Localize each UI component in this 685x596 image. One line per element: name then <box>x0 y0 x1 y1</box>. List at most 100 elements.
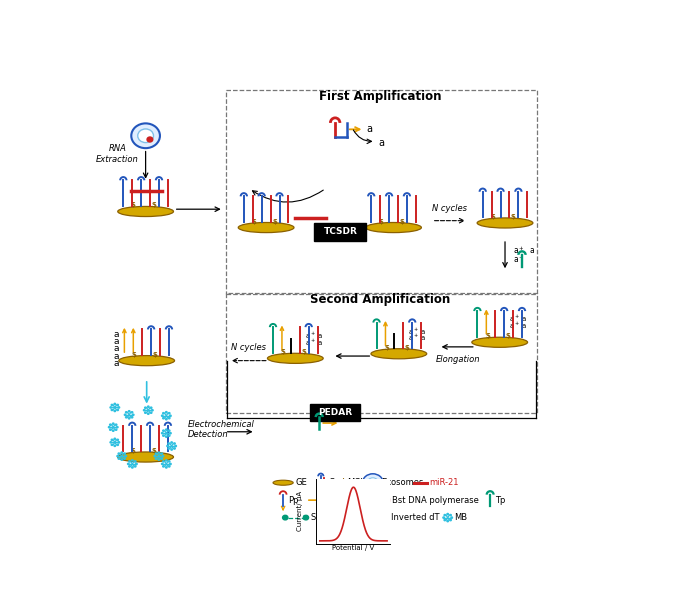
Text: $: $ <box>339 478 346 488</box>
Circle shape <box>132 460 133 461</box>
Text: Electrochemical
Detection: Electrochemical Detection <box>188 420 254 439</box>
Circle shape <box>125 455 127 457</box>
Circle shape <box>117 404 119 406</box>
Circle shape <box>376 494 390 506</box>
Circle shape <box>147 406 149 407</box>
Circle shape <box>132 417 133 418</box>
Text: $: $ <box>131 203 136 209</box>
Circle shape <box>114 438 116 439</box>
Text: Pp: Pp <box>288 496 299 505</box>
Ellipse shape <box>118 452 173 462</box>
Circle shape <box>115 429 117 430</box>
Circle shape <box>134 461 136 462</box>
Circle shape <box>117 455 119 457</box>
Text: $: $ <box>511 214 516 220</box>
Circle shape <box>129 461 130 462</box>
Circle shape <box>114 403 116 405</box>
Circle shape <box>168 443 169 444</box>
Circle shape <box>303 516 308 520</box>
Circle shape <box>143 409 145 411</box>
Text: Elongation: Elongation <box>436 355 481 364</box>
Text: $: $ <box>405 344 410 350</box>
Circle shape <box>145 407 146 408</box>
Circle shape <box>121 459 123 460</box>
Circle shape <box>171 442 173 443</box>
Circle shape <box>147 137 153 142</box>
Circle shape <box>169 435 170 436</box>
Ellipse shape <box>118 206 173 216</box>
Circle shape <box>125 414 126 415</box>
Circle shape <box>112 430 114 432</box>
Text: a: a <box>366 124 373 134</box>
Circle shape <box>114 410 116 412</box>
Circle shape <box>167 445 169 446</box>
Text: MB: MB <box>454 513 467 522</box>
Text: $: $ <box>132 352 137 358</box>
Circle shape <box>118 442 120 443</box>
Circle shape <box>117 444 119 445</box>
Text: a$^+$ a: a$^+$ a <box>408 327 427 337</box>
Text: $: $ <box>399 219 404 225</box>
Circle shape <box>367 478 379 488</box>
Circle shape <box>116 427 118 428</box>
Circle shape <box>163 430 164 432</box>
Text: Bst DNA polymerase: Bst DNA polymerase <box>392 496 479 505</box>
Circle shape <box>362 474 383 492</box>
Circle shape <box>110 429 111 430</box>
Circle shape <box>158 452 160 453</box>
Text: $: $ <box>485 333 490 339</box>
Circle shape <box>174 448 175 449</box>
Circle shape <box>121 452 123 453</box>
Circle shape <box>111 409 113 411</box>
Text: $: $ <box>379 219 384 225</box>
Circle shape <box>451 517 453 519</box>
Circle shape <box>154 455 155 457</box>
Circle shape <box>134 465 136 467</box>
Circle shape <box>169 461 170 462</box>
Circle shape <box>169 430 170 432</box>
Circle shape <box>114 445 116 446</box>
Circle shape <box>163 418 164 419</box>
Circle shape <box>111 444 113 445</box>
Text: Exosomes: Exosomes <box>382 478 424 487</box>
Circle shape <box>169 465 170 467</box>
Ellipse shape <box>119 356 175 366</box>
Circle shape <box>450 514 451 516</box>
Text: a$^+$ a: a$^+$ a <box>509 321 527 331</box>
Text: $: $ <box>251 219 256 225</box>
Circle shape <box>125 412 127 413</box>
Circle shape <box>110 442 112 443</box>
Text: a: a <box>113 352 119 361</box>
Ellipse shape <box>273 480 293 485</box>
Circle shape <box>124 453 125 454</box>
Circle shape <box>444 520 445 521</box>
Text: Inverted dT: Inverted dT <box>391 513 439 522</box>
Circle shape <box>151 412 152 414</box>
Text: GE: GE <box>296 478 308 487</box>
Circle shape <box>147 413 149 414</box>
Circle shape <box>132 412 133 413</box>
Circle shape <box>151 407 152 408</box>
Circle shape <box>111 439 113 440</box>
Circle shape <box>450 520 451 521</box>
Text: MCH: MCH <box>347 478 366 487</box>
Circle shape <box>129 465 130 467</box>
Text: a$^+$ a: a$^+$ a <box>305 331 323 342</box>
Circle shape <box>447 520 449 522</box>
Text: Cp: Cp <box>329 478 340 487</box>
Circle shape <box>125 417 127 418</box>
Text: First Amplification: First Amplification <box>319 90 442 103</box>
X-axis label: Potential / V: Potential / V <box>332 545 375 551</box>
Circle shape <box>161 453 162 454</box>
Text: $: $ <box>272 219 277 225</box>
Circle shape <box>444 514 445 516</box>
Text: $: $ <box>151 203 156 209</box>
Circle shape <box>155 453 157 454</box>
Y-axis label: Current/ μA: Current/ μA <box>297 491 303 532</box>
Text: a: a <box>113 330 119 339</box>
Circle shape <box>108 427 110 428</box>
Text: Primer (a): Primer (a) <box>329 496 371 505</box>
Circle shape <box>124 458 125 460</box>
Text: a$^+$ a: a$^+$ a <box>408 333 427 343</box>
Circle shape <box>117 439 119 440</box>
